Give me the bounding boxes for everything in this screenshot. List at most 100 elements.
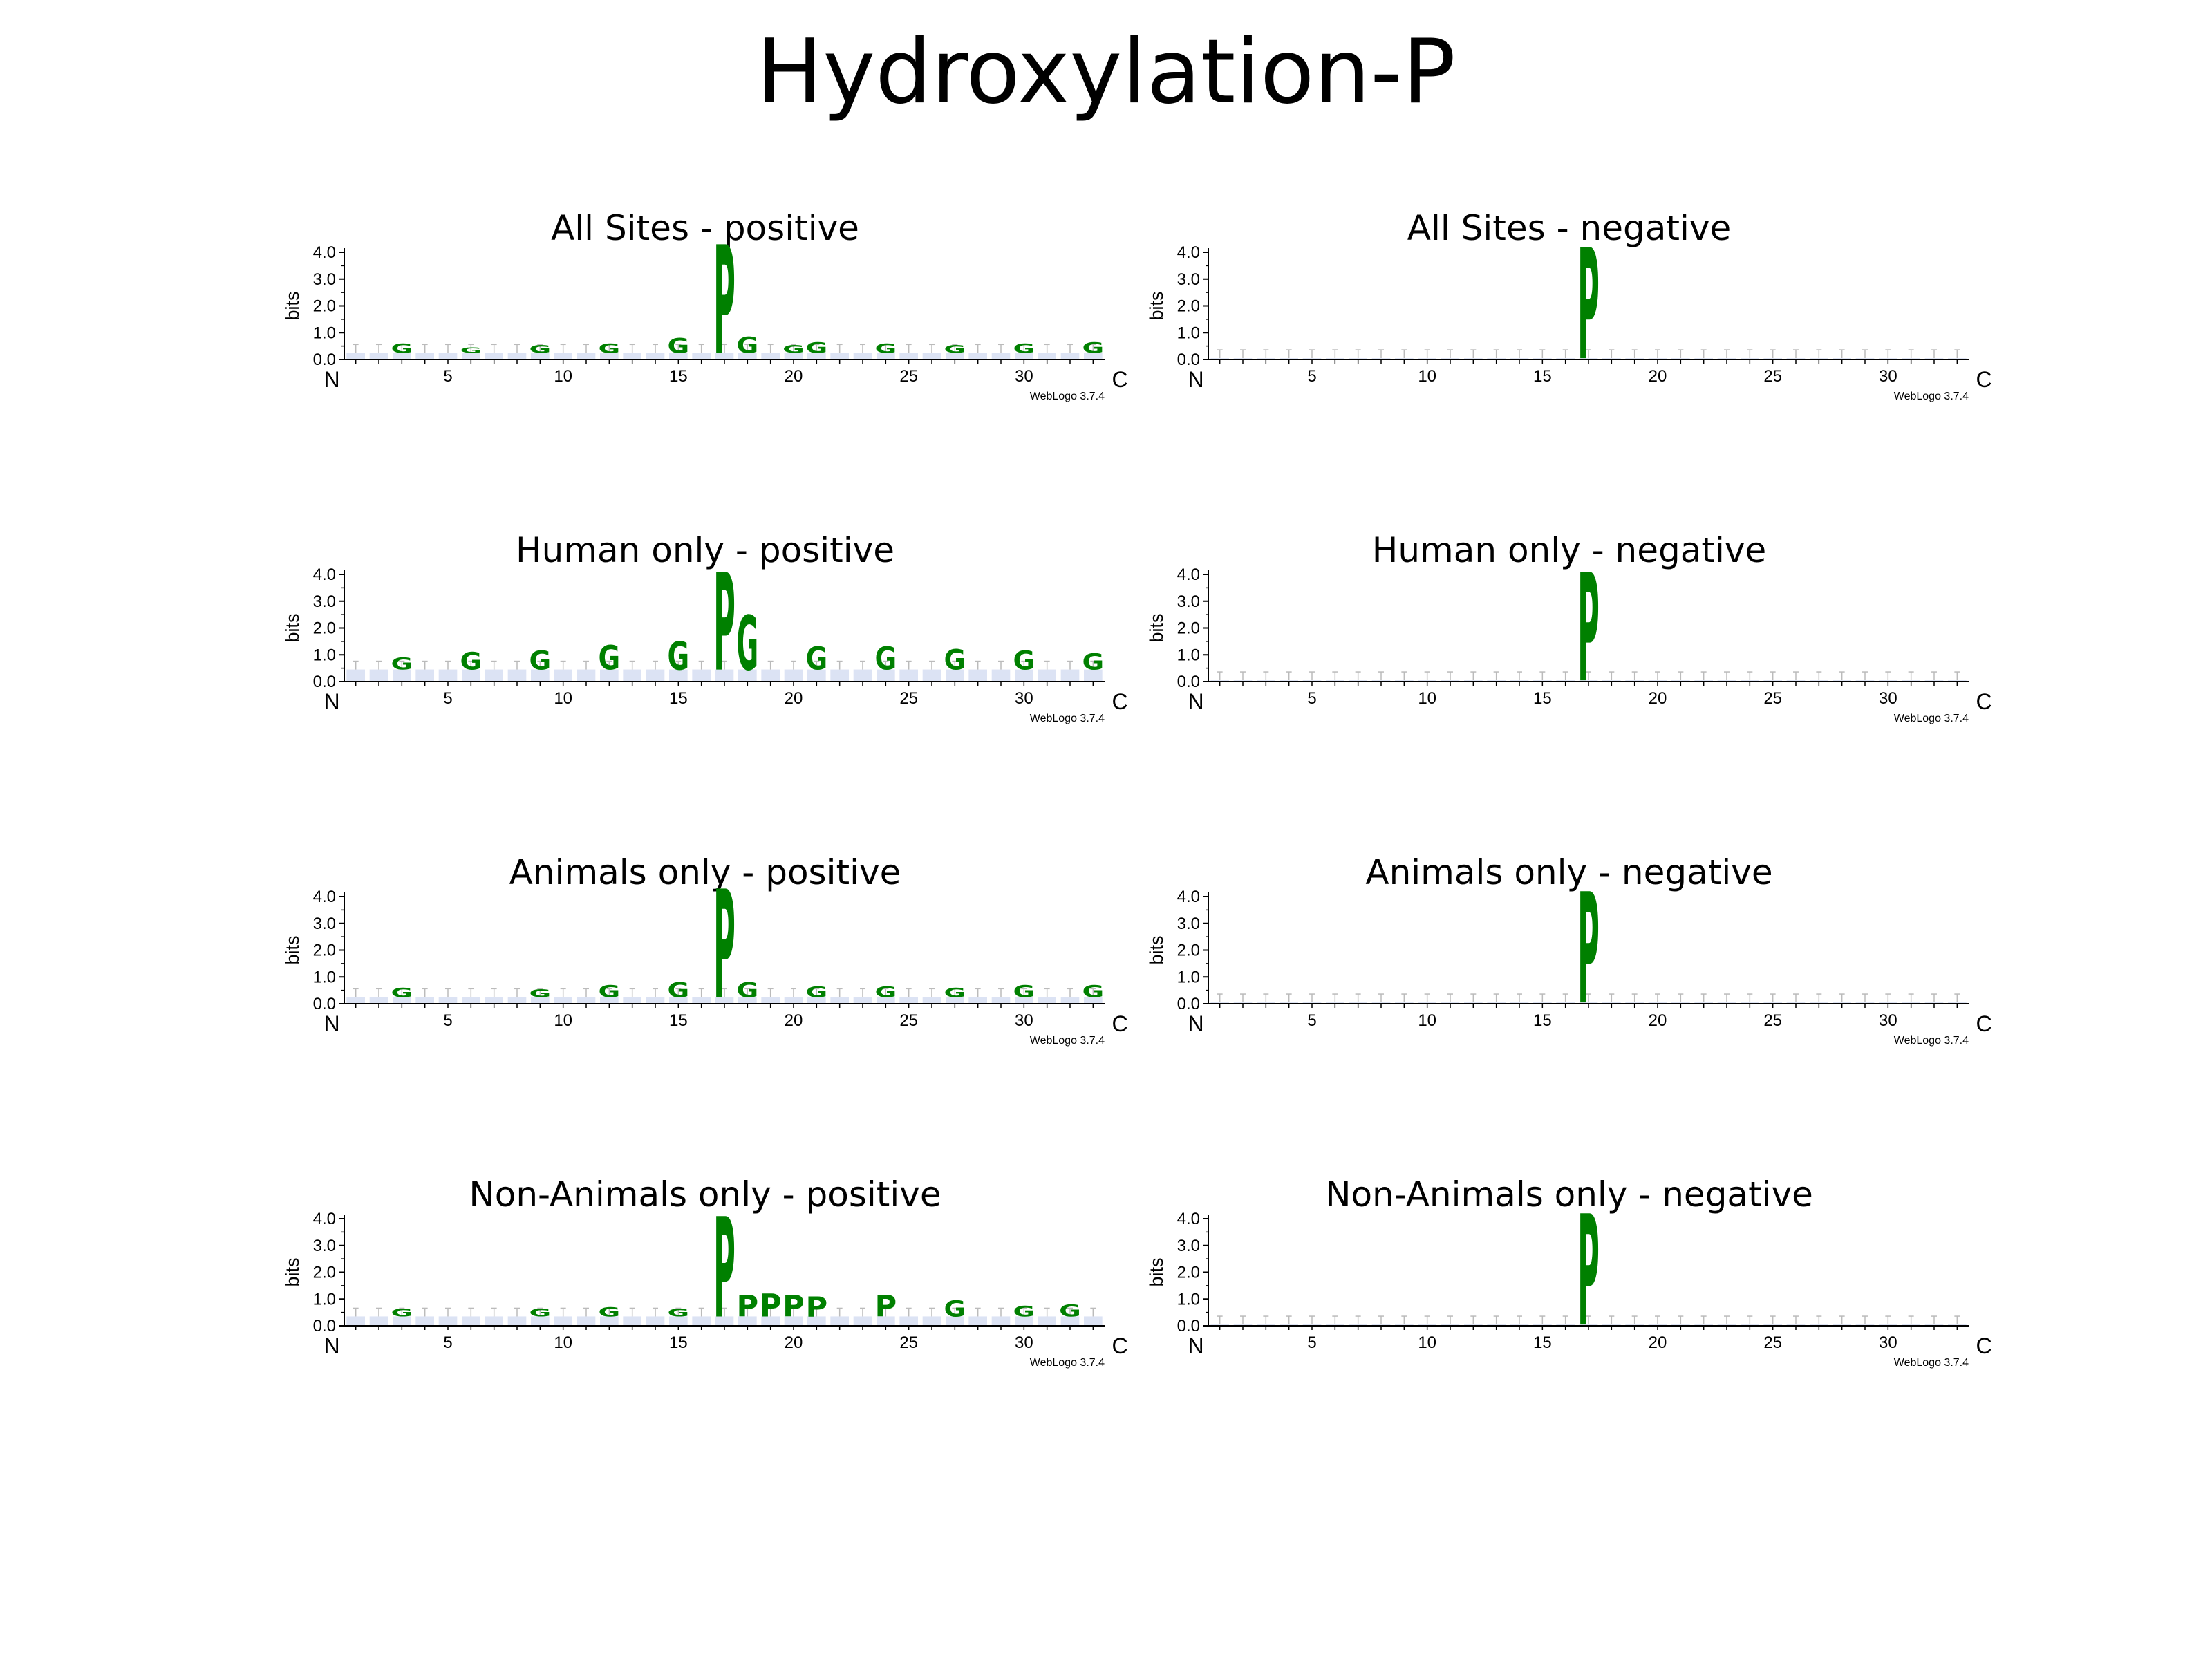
- y-tick-label: 2.0: [313, 297, 336, 316]
- background-stack: [853, 353, 872, 359]
- x-tick-label: 25: [1763, 1011, 1782, 1030]
- panel-title: Non-Animals only - negative: [1325, 1174, 1813, 1215]
- background-stack: [1015, 669, 1033, 682]
- y-tick-label: 1.0: [1177, 324, 1200, 342]
- logo-letter-glyph: G: [391, 341, 413, 356]
- sequence-logo-chart: P 0.0 1.0 2.0 3.0 4.0 bits 5 10 15 20 25 30 N C WebLogo…: [1146, 542, 1992, 724]
- y-tick-label: 2.0: [1177, 297, 1200, 316]
- background-stack: [784, 669, 803, 682]
- background-stack: [669, 997, 688, 1004]
- weblogo-credit: WebLogo 3.7.4: [1894, 391, 1969, 402]
- background-stack: [1038, 353, 1056, 359]
- logo-letter-glyph: P: [806, 1291, 828, 1323]
- panel-title: All Sites - positive: [551, 208, 859, 248]
- logo-letter-glyph: G: [944, 985, 966, 1000]
- logo-letter-p: P: [1577, 1183, 1600, 1361]
- x-tick-label: 20: [1649, 1011, 1667, 1030]
- logo-letter-glyph: P: [1577, 542, 1600, 715]
- logo-letter-g: G: [599, 341, 621, 356]
- background-stack: [669, 1316, 688, 1326]
- background-stack: [922, 1316, 941, 1326]
- x-tick-label: 20: [785, 1011, 803, 1030]
- background-stack: [623, 353, 641, 359]
- logo-letter-g: G: [1082, 982, 1105, 1002]
- logo-letter-g: G: [599, 638, 621, 677]
- background-stack: [623, 997, 641, 1004]
- x-tick-label: 10: [1418, 1333, 1436, 1352]
- background-stack: [369, 1316, 388, 1326]
- background-stack: [554, 1316, 572, 1326]
- background-stack: [1038, 997, 1056, 1004]
- y-tick-label: 2.0: [1177, 941, 1200, 960]
- x-tick-label: 15: [1533, 367, 1552, 386]
- background-stack: [485, 1316, 503, 1326]
- n-terminus-label: N: [1188, 1333, 1203, 1358]
- x-tick-label: 30: [1879, 1011, 1897, 1030]
- background-stack: [807, 353, 826, 359]
- logo-panel-human-only-positive: Human only - positive G G G G G P G G G G G G 0.0 1.0…: [276, 529, 1134, 827]
- x-tick-label: 25: [1763, 689, 1782, 708]
- logo-letter-g: G: [668, 1306, 690, 1320]
- logo-letter-glyph: G: [668, 633, 690, 679]
- logo-letter-glyph: G: [875, 641, 897, 678]
- logo-letter-glyph: P: [1577, 1183, 1600, 1361]
- logo-letter-glyph: P: [713, 547, 735, 702]
- background-stack: [600, 1316, 619, 1326]
- logo-letter-g: G: [529, 987, 552, 1000]
- background-stack: [807, 1316, 826, 1326]
- logo-letter-g: G: [391, 985, 413, 1000]
- background-stack: [1038, 669, 1056, 682]
- n-terminus-label: N: [324, 689, 339, 714]
- background-stack: [485, 669, 503, 682]
- logo-letter-g: G: [944, 1296, 966, 1322]
- y-tick-label: 3.0: [313, 592, 336, 611]
- background-stack: [807, 669, 826, 682]
- background-stack: [369, 997, 388, 1004]
- background-stack: [531, 669, 550, 682]
- background-stack: [715, 997, 734, 1004]
- logo-letter-glyph: G: [806, 641, 828, 678]
- x-tick-label: 5: [1307, 367, 1316, 386]
- background-stack: [507, 669, 527, 682]
- logo-letter-glyph: G: [599, 341, 621, 356]
- background-stack: [600, 669, 619, 682]
- logo-letter-glyph: P: [737, 1290, 759, 1324]
- weblogo-credit: WebLogo 3.7.4: [1894, 1357, 1969, 1369]
- panel-title: Animals only - positive: [509, 852, 901, 892]
- background-stack: [485, 353, 503, 359]
- logo-letter-p: P: [713, 547, 735, 702]
- x-tick-label: 20: [785, 367, 803, 386]
- background-stack: [899, 997, 918, 1004]
- background-stack: [369, 353, 388, 359]
- logo-letter-glyph: P: [713, 1190, 735, 1350]
- y-tick-label: 4.0: [313, 565, 336, 584]
- background-stack: [438, 353, 458, 359]
- logo-letter-glyph: G: [1082, 649, 1105, 675]
- c-terminus-label: C: [1112, 1011, 1127, 1036]
- panel-title: Non-Animals only - positive: [469, 1174, 941, 1215]
- weblogo-credit: WebLogo 3.7.4: [1030, 1035, 1105, 1047]
- n-terminus-label: N: [1188, 689, 1203, 714]
- y-axis-label: bits: [1146, 613, 1167, 642]
- x-tick-label: 5: [443, 367, 452, 386]
- weblogo-credit: WebLogo 3.7.4: [1894, 1035, 1969, 1047]
- x-tick-label: 5: [1307, 1011, 1316, 1030]
- y-tick-label: 2.0: [313, 1264, 336, 1282]
- logo-letter-glyph: G: [668, 334, 690, 358]
- background-stack: [991, 997, 1011, 1004]
- background-stack: [554, 353, 572, 359]
- logo-letter-glyph: G: [737, 332, 759, 358]
- logo-panel-human-only-negative: Human only - negative P 0.0 1.0 2.0 3.0 4.0 bi…: [1141, 529, 1998, 827]
- logo-letter-glyph: G: [737, 978, 759, 1002]
- background-stack: [715, 669, 734, 682]
- background-stack: [531, 1316, 550, 1326]
- x-tick-label: 30: [1879, 689, 1897, 708]
- logo-letter-g: G: [737, 601, 759, 688]
- y-tick-label: 2.0: [313, 619, 336, 638]
- logo-letter-glyph: G: [1013, 646, 1035, 676]
- logo-letter-glyph: G: [391, 1306, 413, 1320]
- background-stack: [899, 353, 918, 359]
- logo-letter-glyph: G: [1013, 1303, 1035, 1320]
- logo-letter-p: P: [1577, 542, 1600, 715]
- logo-letter-g: G: [782, 343, 805, 356]
